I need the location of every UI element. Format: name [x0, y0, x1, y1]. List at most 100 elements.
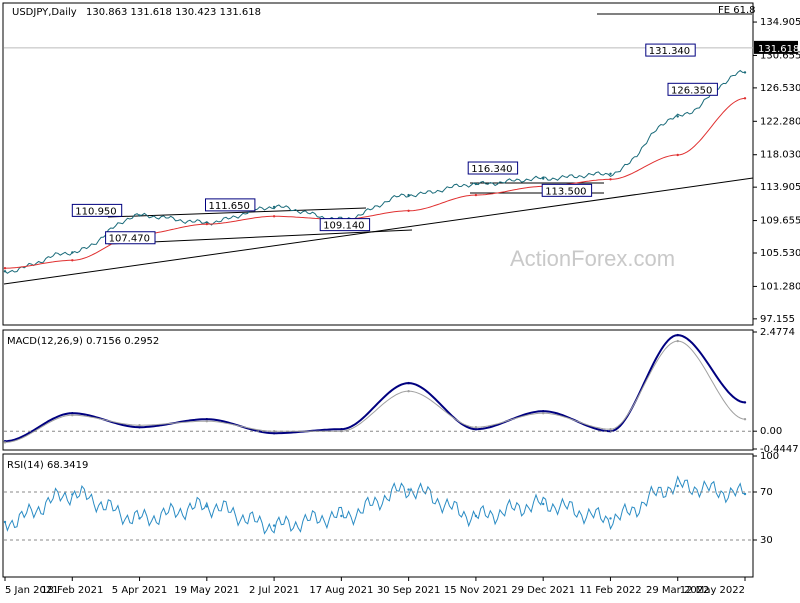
macd-series-1-point — [676, 339, 679, 343]
price-series-1-point — [474, 193, 478, 197]
rsi-series-0-line — [4, 475, 746, 535]
long-trendline — [3, 177, 754, 285]
macd-y-tick-label: 2.4774 — [760, 327, 795, 338]
price-series-0-point — [609, 172, 612, 175]
macd-series-0-point — [676, 333, 679, 337]
price-series-0-point — [474, 182, 478, 186]
price-y-tick-label: 118.030 — [760, 150, 800, 161]
price-y-tick-label: 134.905 — [760, 17, 800, 28]
macd-series-0-point — [138, 426, 141, 429]
price-annotation-box — [105, 231, 156, 245]
lower-channel-line — [107, 229, 413, 245]
macd-series-0-point — [272, 432, 276, 435]
rsi-series-0-point — [609, 517, 612, 520]
macd-series-1-point — [71, 414, 74, 417]
rsi-y-tick-label: 30 — [760, 535, 773, 546]
price-annotation-label: 126.350 — [671, 85, 712, 96]
x-tick-label: 17 Aug 2021 — [309, 585, 373, 596]
price-y-tick-label: 97.155 — [760, 314, 795, 325]
price-series-0-point — [743, 71, 747, 74]
macd-series-1-point — [609, 428, 612, 431]
price-y-tick-label: 109.655 — [760, 216, 800, 227]
macd-panel-frame — [2, 329, 754, 451]
price-y-tick-label: 105.530 — [760, 248, 800, 259]
price-y-tick-label: 101.280 — [760, 281, 800, 292]
price-annotation-label: 111.650 — [209, 201, 250, 212]
macd-series-0-point — [340, 428, 343, 431]
macd-series-1-line — [4, 340, 746, 443]
rsi-series-0-point — [340, 514, 343, 518]
price-annotation-box — [645, 43, 696, 57]
x-tick-label: 18 Feb 2021 — [41, 585, 103, 596]
price-annotation-label: 116.340 — [471, 164, 512, 175]
rsi-series-0-point — [3, 520, 7, 524]
price-y-tick-label: 126.530 — [760, 83, 800, 94]
price-series-0-point — [407, 193, 410, 197]
x-tick-label: 2 Jul 2021 — [249, 585, 299, 596]
price-series-0-point — [542, 177, 545, 180]
price-series-0-line — [4, 69, 745, 274]
macd-series-group — [3, 333, 752, 444]
price-series-0-point — [676, 115, 679, 118]
price-series-0-point — [3, 270, 7, 273]
rsi-series-0-point — [272, 524, 276, 527]
x-tick-label: 12 May 2022 — [680, 585, 745, 596]
macd-series-0-point — [205, 418, 208, 421]
x-tick-label: 29 Mar 2022 — [646, 585, 709, 596]
macd-series-1-point — [743, 418, 747, 421]
macd-series-0-point — [407, 381, 410, 385]
x-tick-label: 30 Sep 2021 — [377, 585, 440, 596]
price-annotation-label: 113.500 — [545, 186, 586, 197]
price-series-1-point — [743, 97, 747, 100]
price-annotation-label: 107.470 — [109, 234, 150, 245]
rsi-series-0-point — [138, 517, 141, 520]
rsi-y-tick-label: 70 — [760, 487, 773, 498]
rsi-series-0-point — [743, 492, 747, 496]
price-annotation-label: 131.340 — [649, 46, 690, 57]
macd-series-0-point — [542, 410, 545, 413]
price-panel-frame — [2, 2, 754, 326]
macd-series-1-point — [138, 424, 141, 427]
x-tick-label: 5 Apr 2021 — [112, 585, 167, 596]
price-series-1-point — [272, 215, 276, 218]
current-price-label: 131.618 — [758, 44, 799, 55]
macd-series-0-point — [743, 401, 747, 404]
price-series-1-point — [71, 259, 74, 262]
macd-series-0-point — [474, 428, 478, 431]
macd-title: MACD(12,26,9) 0.7156 0.2952 — [7, 336, 159, 347]
current-price-box — [754, 40, 798, 54]
price-series-1-point — [205, 222, 208, 226]
price-annotation-box — [467, 161, 519, 175]
price-series-0-point — [71, 251, 74, 254]
upper-channel-line — [107, 207, 367, 218]
rsi-panel-frame — [2, 453, 754, 578]
price-series-1-point — [3, 267, 7, 270]
macd-series-1-point — [407, 390, 410, 393]
annotations-group: 110.950 111.650 107.470 109.140 116.340 113.5… — [71, 43, 718, 245]
axes-group: 134.905 130.655 126.530 122.280 118.030 113.9… — [4, 17, 800, 596]
macd-series-0-point — [71, 412, 74, 415]
rsi-series-0-point — [407, 488, 410, 491]
price-series-1-point — [609, 178, 612, 181]
macd-series-1-point — [3, 441, 7, 444]
macd-series-0-line — [4, 334, 746, 443]
rsi-series-group — [3, 475, 752, 541]
x-tick-label: 5 Jan 2021 — [5, 585, 59, 596]
macd-series-1-point — [542, 412, 545, 415]
symbol-text: USDJPY,Daily — [12, 7, 77, 18]
fe-label: FE 61.8 — [718, 5, 756, 16]
price-y-tick-label: 113.905 — [760, 182, 800, 193]
price-annotation-box — [205, 198, 256, 212]
rsi-series-0-point — [205, 505, 208, 508]
price-y-tick-label: 130.655 — [760, 50, 800, 61]
price-annotation-label: 110.950 — [75, 206, 116, 217]
price-series-1-point — [407, 209, 410, 212]
rsi-series-0-point — [71, 493, 74, 496]
price-annotation-box — [541, 183, 593, 197]
price-annotation-box — [667, 82, 718, 96]
price-y-tick-label: 122.280 — [760, 116, 800, 127]
x-tick-label: 29 Dec 2021 — [511, 585, 575, 596]
price-series-0-point — [138, 214, 141, 217]
